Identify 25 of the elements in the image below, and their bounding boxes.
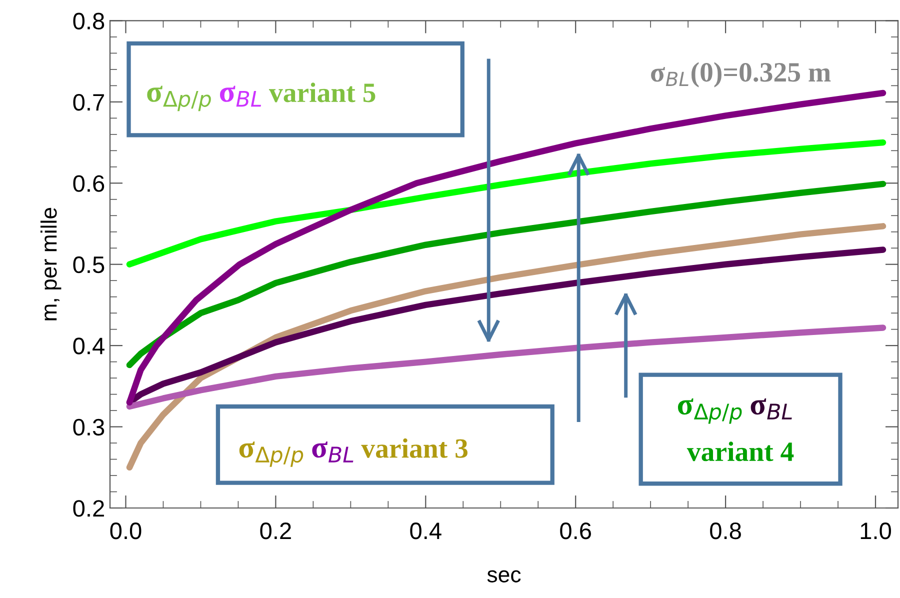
- annotation: variant 3: [361, 438, 468, 458]
- y-tick-label: 0.2: [73, 500, 104, 517]
- y-tick-label: 0.6: [73, 175, 104, 192]
- y-tick-label: 0.5: [73, 256, 104, 274]
- annotation: variant 5: [268, 82, 376, 102]
- annotation: σ$_{BL}$: [312, 441, 354, 462]
- annotation: σ$_{Δp/p}$: [239, 441, 304, 467]
- x-tick-label: 1.0: [860, 522, 891, 540]
- y-tick-label: 0.4: [73, 338, 104, 354]
- annotation: σ$_{BL}$: [750, 398, 792, 420]
- x-tick-label: 0.6: [560, 522, 591, 540]
- annotation: σ$_{Δp/p}$: [147, 86, 211, 112]
- annotation: σ$_{BL}$: [220, 86, 262, 107]
- y-tick-label: 0.7: [73, 94, 104, 111]
- x-tick-label: 0.4: [410, 522, 442, 540]
- x-tick-label: 0.0: [110, 522, 142, 540]
- y-tick-label: 0.8: [73, 12, 104, 30]
- x-tick-label: 0.2: [260, 522, 291, 540]
- x-axis-title: sec: [487, 570, 521, 582]
- annotation: variant 4: [686, 442, 794, 462]
- y-axis-title: m, per mille: [40, 208, 62, 320]
- x-tick-label: 0.8: [710, 522, 741, 540]
- annotation: σ$_{BL}$(0)=0.325 m: [651, 62, 831, 88]
- y-tick-label: 0.3: [73, 418, 104, 436]
- annotation: σ$_{Δp/p}$: [678, 398, 742, 424]
